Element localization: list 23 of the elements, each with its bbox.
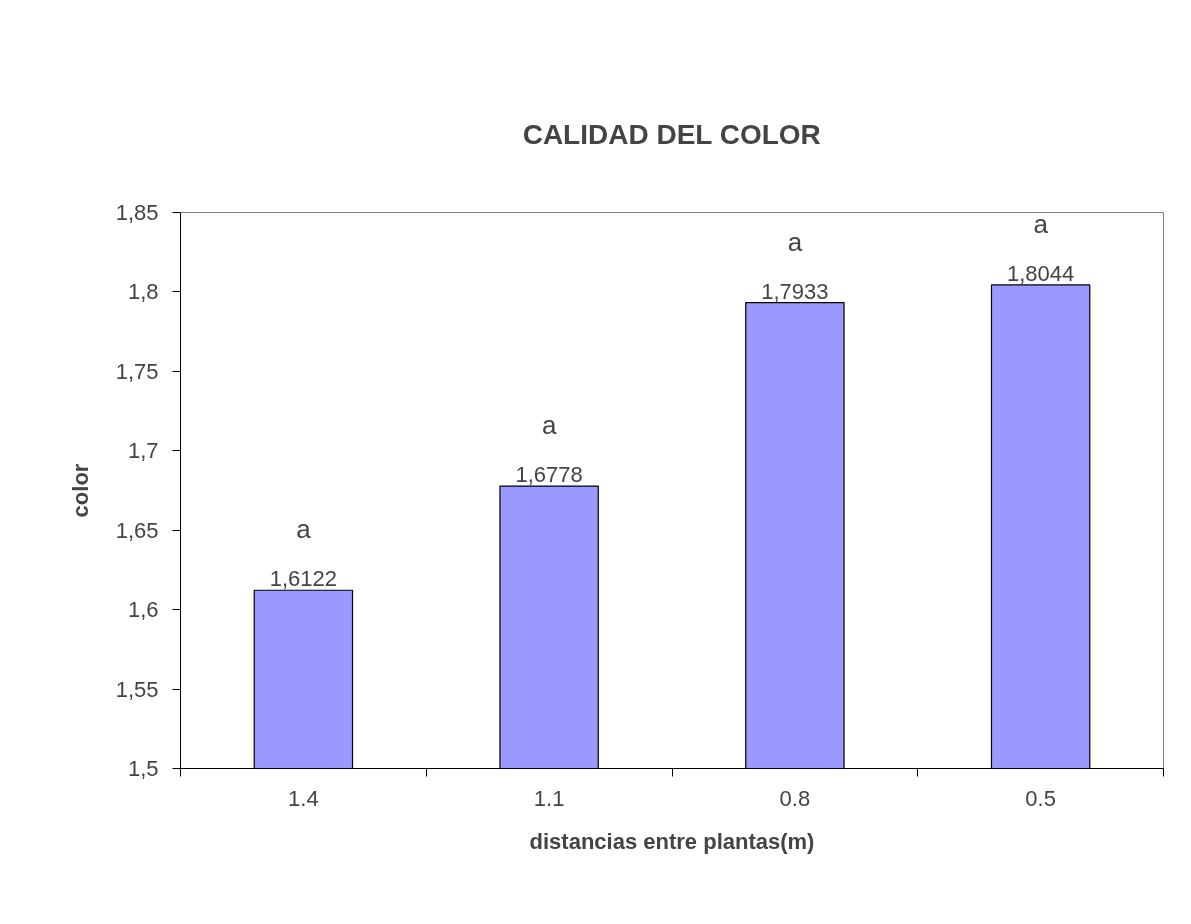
annotation: a [787, 226, 803, 257]
y-tick-label: 1,8 [127, 279, 159, 305]
data-label: 1,7933 [761, 278, 829, 304]
data-label: 1,8044 [1006, 260, 1075, 286]
x-tick-label: 0.8 [779, 785, 811, 811]
annotation: a [1033, 208, 1049, 239]
annotation: a [296, 514, 312, 545]
x-tick-label: 1.4 [288, 785, 319, 811]
y-tick-label: 1,6 [127, 597, 159, 623]
chart-title: CALIDAD DEL COLOR [522, 119, 821, 150]
y-tick-label: 1,65 [115, 517, 159, 543]
y-tick-label: 1,55 [115, 676, 159, 702]
annotation: a [541, 410, 557, 441]
y-tick-label: 1,7 [127, 438, 159, 464]
y-axis-title: color [67, 463, 93, 518]
x-axis-title: distancias entre plantas(m) [529, 828, 815, 854]
y-tick-label: 1,75 [115, 358, 159, 384]
data-label: 1,6122 [269, 566, 338, 592]
data-label: 1,6778 [515, 462, 583, 488]
x-tick-label: 0.5 [1025, 785, 1056, 811]
y-tick-label: 1,5 [127, 756, 159, 781]
y-tick-label: 1,85 [115, 200, 159, 225]
x-tick-label: 1.1 [533, 785, 565, 811]
